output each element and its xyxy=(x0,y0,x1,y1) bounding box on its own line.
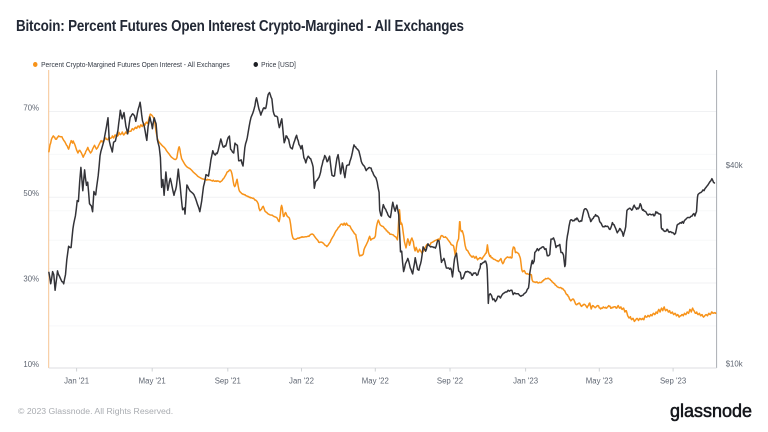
svg-text:$40k: $40k xyxy=(726,161,743,170)
svg-text:Jan '23: Jan '23 xyxy=(513,377,538,386)
svg-text:May '21: May '21 xyxy=(139,377,166,386)
svg-text:$10k: $10k xyxy=(726,360,743,369)
svg-text:Jan '22: Jan '22 xyxy=(289,377,314,386)
svg-text:70%: 70% xyxy=(23,104,39,113)
svg-text:Sep '21: Sep '21 xyxy=(215,377,241,386)
svg-text:Sep '23: Sep '23 xyxy=(660,377,686,386)
svg-text:50%: 50% xyxy=(23,189,39,198)
svg-text:Sep '22: Sep '22 xyxy=(437,377,463,386)
svg-text:Jan '21: Jan '21 xyxy=(64,377,89,386)
svg-text:30%: 30% xyxy=(23,275,39,284)
svg-text:10%: 10% xyxy=(23,360,39,369)
svg-text:May '23: May '23 xyxy=(586,377,613,386)
svg-text:May '22: May '22 xyxy=(362,377,389,386)
